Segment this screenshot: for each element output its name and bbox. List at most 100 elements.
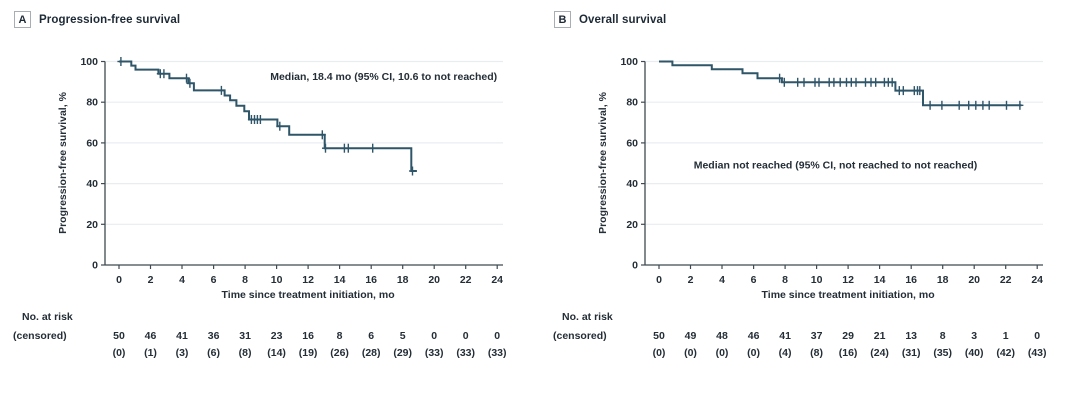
svg-text:(6): (6) <box>207 347 220 359</box>
svg-text:20: 20 <box>86 219 98 231</box>
svg-text:22: 22 <box>460 274 472 286</box>
svg-text:8: 8 <box>337 330 343 342</box>
median-annotation: Median not reached (95% CI, not reached … <box>694 159 978 171</box>
svg-text:20: 20 <box>968 274 980 286</box>
svg-text:(31): (31) <box>902 347 921 359</box>
svg-text:6: 6 <box>368 330 374 342</box>
panel-b-title: Overall survival <box>579 13 667 26</box>
risk-table-label: No. at risk <box>562 311 613 323</box>
svg-text:80: 80 <box>626 97 638 109</box>
svg-text:100: 100 <box>80 56 98 68</box>
svg-text:(42): (42) <box>996 347 1015 359</box>
svg-text:40: 40 <box>626 178 638 190</box>
panel-b-label-box: B <box>554 11 571 28</box>
svg-text:(26): (26) <box>330 347 349 359</box>
svg-text:8: 8 <box>242 274 248 286</box>
svg-text:6: 6 <box>211 274 217 286</box>
svg-text:10: 10 <box>811 274 823 286</box>
svg-text:12: 12 <box>302 274 314 286</box>
svg-text:80: 80 <box>86 97 98 109</box>
svg-text:50: 50 <box>653 330 665 342</box>
svg-text:(8): (8) <box>810 347 823 359</box>
svg-text:8: 8 <box>940 330 946 342</box>
svg-text:14: 14 <box>874 274 886 286</box>
svg-text:8: 8 <box>782 274 788 286</box>
svg-text:(0): (0) <box>684 347 697 359</box>
svg-text:16: 16 <box>302 330 314 342</box>
censored-table-label: (censored) <box>553 330 607 342</box>
svg-text:4: 4 <box>179 274 185 286</box>
svg-text:(33): (33) <box>488 347 507 359</box>
svg-text:31: 31 <box>239 330 251 342</box>
svg-text:(0): (0) <box>747 347 760 359</box>
censor-marks <box>776 73 1024 110</box>
survival-curve <box>659 60 1022 107</box>
svg-text:0: 0 <box>494 330 500 342</box>
panel-a: A Progression-free survival 0 20 40 60 80 100… <box>13 11 507 359</box>
svg-text:46: 46 <box>748 330 760 342</box>
svg-text:16: 16 <box>365 274 377 286</box>
svg-text:(0): (0) <box>716 347 729 359</box>
svg-text:4: 4 <box>719 274 725 286</box>
risk-table-label: No. at risk <box>22 311 73 323</box>
svg-text:(8): (8) <box>239 347 252 359</box>
gridlines <box>105 60 503 225</box>
svg-text:60: 60 <box>86 137 98 149</box>
svg-text:(16): (16) <box>839 347 858 359</box>
svg-text:18: 18 <box>937 274 949 286</box>
svg-text:41: 41 <box>176 330 188 342</box>
svg-text:0: 0 <box>431 330 437 342</box>
x-axis-label: Time since treatment initiation, mo <box>222 289 395 301</box>
svg-text:(35): (35) <box>933 347 952 359</box>
svg-text:2: 2 <box>688 274 694 286</box>
svg-text:48: 48 <box>716 330 728 342</box>
svg-text:20: 20 <box>428 274 440 286</box>
svg-text:41: 41 <box>779 330 791 342</box>
svg-text:0: 0 <box>656 274 662 286</box>
svg-text:(4): (4) <box>779 347 792 359</box>
gridlines <box>645 60 1043 225</box>
svg-text:(1): (1) <box>144 347 157 359</box>
svg-text:3: 3 <box>971 330 977 342</box>
svg-text:20: 20 <box>626 219 638 231</box>
panel-a-label-box: A <box>14 11 31 28</box>
censor-marks <box>117 57 416 176</box>
svg-text:5: 5 <box>400 330 406 342</box>
svg-text:(43): (43) <box>1028 347 1047 359</box>
svg-text:21: 21 <box>874 330 886 342</box>
svg-text:2: 2 <box>148 274 154 286</box>
svg-text:0: 0 <box>1034 330 1040 342</box>
svg-text:(33): (33) <box>425 347 444 359</box>
svg-text:0: 0 <box>116 274 122 286</box>
svg-text:6: 6 <box>751 274 757 286</box>
median-annotation: Median, 18.4 mo (95% CI, 10.6 to not rea… <box>270 71 497 83</box>
svg-text:(29): (29) <box>393 347 412 359</box>
panel-a-title: Progression-free survival <box>39 13 181 26</box>
svg-text:(0): (0) <box>113 347 126 359</box>
svg-text:(19): (19) <box>299 347 318 359</box>
y-axis-label: Progression-free survival, % <box>597 91 609 233</box>
svg-text:0: 0 <box>92 260 98 272</box>
svg-text:23: 23 <box>271 330 283 342</box>
svg-text:(3): (3) <box>176 347 189 359</box>
svg-text:24: 24 <box>1031 274 1043 286</box>
svg-text:13: 13 <box>905 330 917 342</box>
survival-curve <box>119 60 417 172</box>
svg-text:24: 24 <box>491 274 503 286</box>
svg-text:40: 40 <box>86 178 98 190</box>
svg-text:12: 12 <box>842 274 854 286</box>
panel-b-header: B Overall survival <box>554 11 666 28</box>
svg-text:16: 16 <box>905 274 917 286</box>
panel-a-header: A Progression-free survival <box>14 11 180 28</box>
svg-text:(40): (40) <box>965 347 984 359</box>
censored-table-label: (censored) <box>13 330 67 342</box>
svg-text:36: 36 <box>208 330 220 342</box>
svg-text:18: 18 <box>397 274 409 286</box>
svg-text:(28): (28) <box>362 347 381 359</box>
risk-table: No. at risk(censored) 50(0)46(1)41(3)36(6… <box>13 311 507 359</box>
